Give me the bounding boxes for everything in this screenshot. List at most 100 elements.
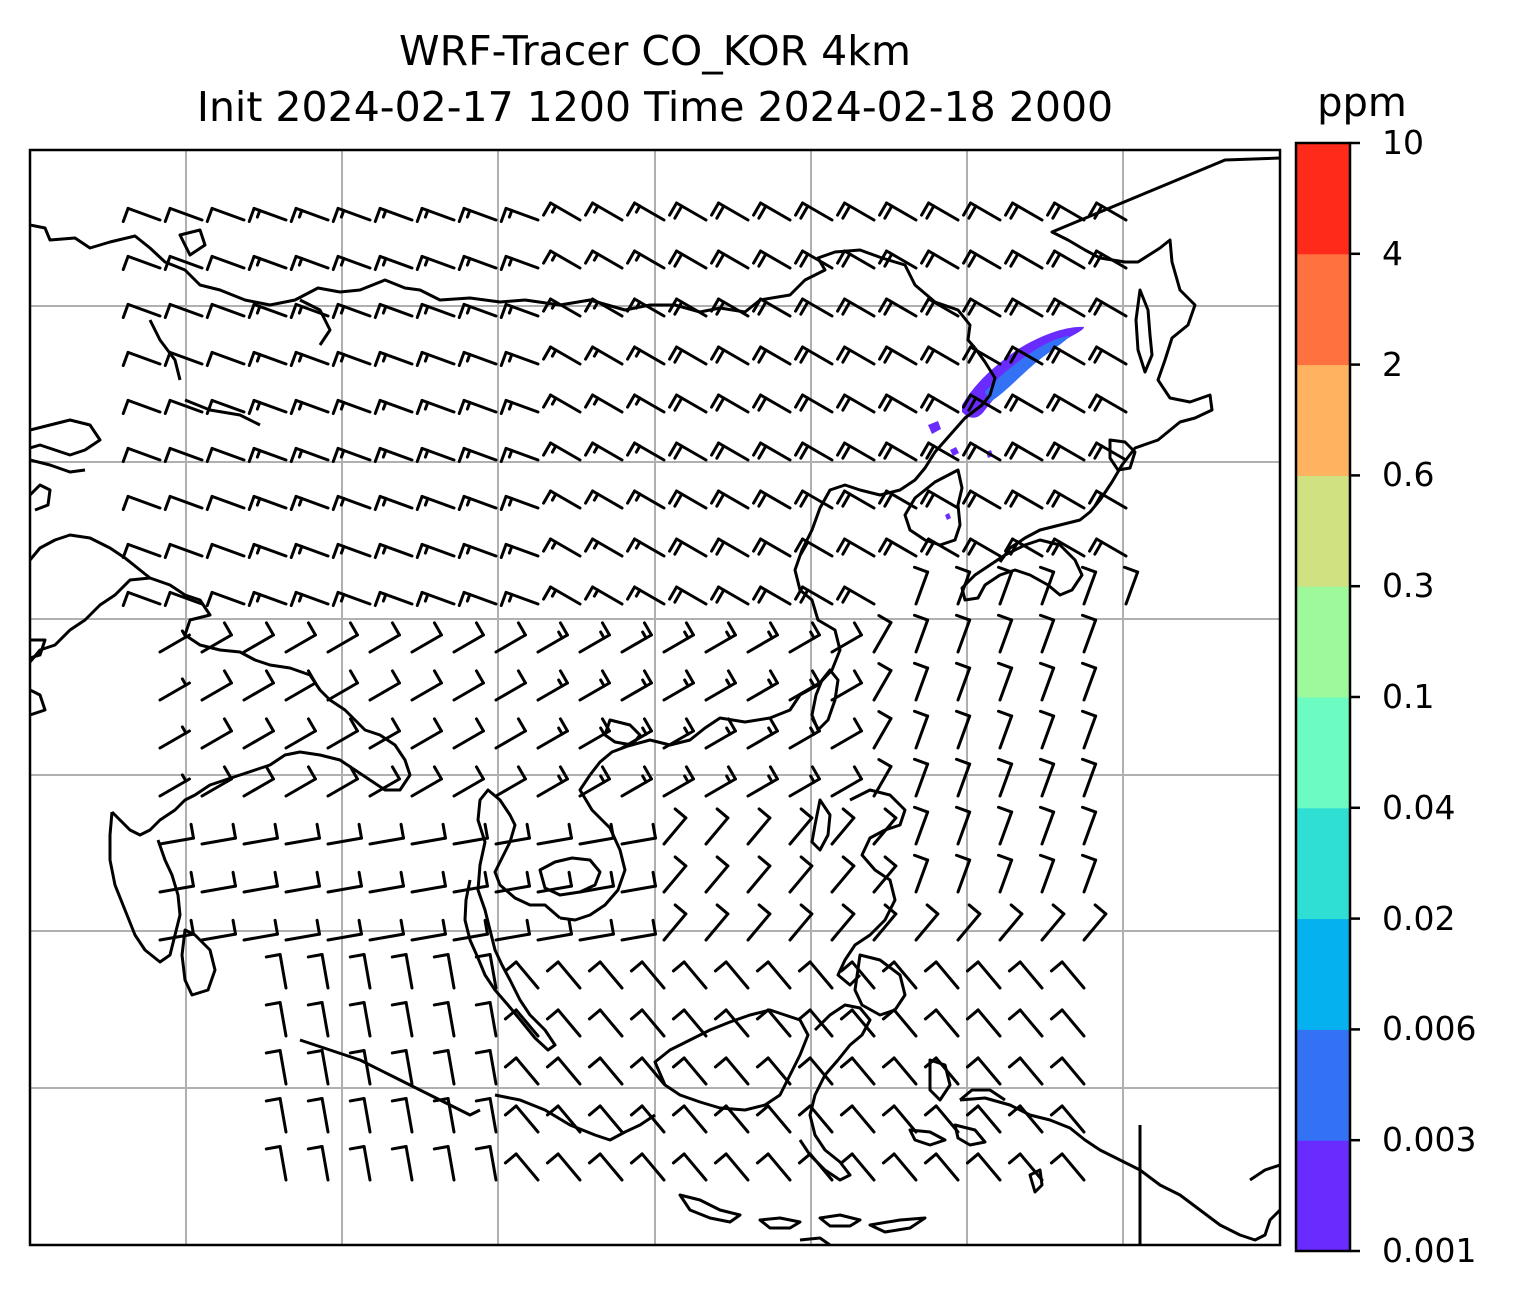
wind-barb <box>794 537 834 558</box>
wind-barb <box>954 661 972 702</box>
wind-barb <box>710 585 750 606</box>
wind-barb <box>836 249 876 270</box>
wind-barb <box>713 1104 750 1134</box>
wind-barb <box>331 590 372 608</box>
wind-barb <box>578 765 611 798</box>
wind-barb <box>158 725 191 750</box>
wind-barb <box>755 1056 792 1086</box>
wind-barb <box>536 669 569 702</box>
wind-barb <box>794 441 834 462</box>
wind-barb <box>914 903 940 942</box>
wind-barb <box>264 1049 288 1086</box>
wind-barb <box>289 446 330 464</box>
wind-barb <box>121 254 162 272</box>
wind-barb <box>578 621 611 654</box>
wind-barb <box>242 621 275 654</box>
wind-barb <box>584 441 624 462</box>
wind-barb <box>474 1049 498 1086</box>
wind-barb <box>1088 249 1128 270</box>
wind-barb <box>962 249 1002 270</box>
wind-barb <box>704 669 737 702</box>
wind-barb <box>474 1097 498 1134</box>
wind-barb <box>912 805 930 846</box>
wind-barb <box>348 1097 372 1134</box>
wind-barb <box>242 870 279 894</box>
wind-barb <box>242 765 275 798</box>
wind-barb <box>872 710 893 750</box>
wind-barb <box>494 822 531 846</box>
wind-barb <box>542 441 582 462</box>
wind-barb <box>704 807 730 846</box>
wind-barb <box>242 717 275 750</box>
wind-barb <box>1004 489 1044 510</box>
wind-barb <box>626 441 666 462</box>
wind-barb <box>965 960 1002 990</box>
wind-barb <box>289 590 330 608</box>
wind-barb <box>620 870 657 894</box>
wind-barb <box>494 621 527 654</box>
wind-barb <box>452 621 485 654</box>
wind-barb <box>1080 805 1098 846</box>
map-frame <box>28 148 1282 1247</box>
wind-barb <box>587 1056 624 1086</box>
title-line-1: WRF-Tracer CO_KOR 4km <box>399 27 911 75</box>
wind-barb <box>205 590 246 608</box>
colorbar-tick-label: 0.6 <box>1382 455 1435 495</box>
wind-barb <box>163 206 204 224</box>
wind-barb <box>962 297 1002 318</box>
wind-barb <box>996 709 1014 750</box>
wind-barb <box>264 953 288 990</box>
wind-barb <box>629 1008 666 1038</box>
wind-barb <box>499 302 540 320</box>
wind-barb <box>713 1008 750 1038</box>
wind-barb <box>457 590 498 608</box>
wind-barb <box>289 254 330 272</box>
wind-barb <box>668 489 708 510</box>
wind-barb <box>668 201 708 222</box>
wind-barb <box>474 953 498 990</box>
wind-barb <box>542 201 582 222</box>
wind-barb <box>962 393 1002 414</box>
colorbar-tick-label: 0.001 <box>1382 1231 1477 1270</box>
wind-barb <box>626 537 666 558</box>
map-area <box>30 156 1280 1245</box>
wind-barb <box>704 855 730 894</box>
wind-barb <box>499 590 540 608</box>
wind-barb <box>620 621 653 654</box>
wind-barb <box>626 249 666 270</box>
wind-barb <box>710 393 750 414</box>
wind-barb <box>410 717 443 750</box>
wind-barb <box>200 621 233 654</box>
wind-barb <box>242 669 275 702</box>
wind-barb <box>452 870 489 894</box>
wind-barb <box>912 613 930 654</box>
wind-barb <box>247 446 288 464</box>
wind-barb <box>247 398 288 416</box>
wind-barb <box>746 621 779 654</box>
wind-barb <box>1049 1104 1086 1134</box>
wind-barb <box>1049 1008 1086 1038</box>
wind-barb <box>289 350 330 368</box>
wind-barb <box>1049 960 1086 990</box>
wind-barb <box>920 489 960 510</box>
wind-barb <box>587 1104 624 1134</box>
wind-barb <box>503 1008 540 1038</box>
wind-barb <box>620 669 653 702</box>
wind-barb <box>839 1008 876 1038</box>
wind-barb <box>415 302 456 320</box>
wind-barb <box>1082 903 1108 942</box>
wind-barb <box>752 393 792 414</box>
wind-barb <box>872 758 893 798</box>
wind-barb <box>962 201 1002 222</box>
wind-barb <box>1049 1152 1086 1182</box>
wind-barb <box>1088 297 1128 318</box>
wind-barb <box>1038 709 1056 750</box>
wind-barb <box>331 398 372 416</box>
wind-barb <box>306 1001 330 1038</box>
wind-barb <box>306 953 330 990</box>
colorbar-segment <box>1296 918 1350 1030</box>
wind-barb <box>710 441 750 462</box>
wind-barb <box>620 822 657 846</box>
wind-barb <box>499 542 540 560</box>
wind-barb <box>830 903 856 942</box>
